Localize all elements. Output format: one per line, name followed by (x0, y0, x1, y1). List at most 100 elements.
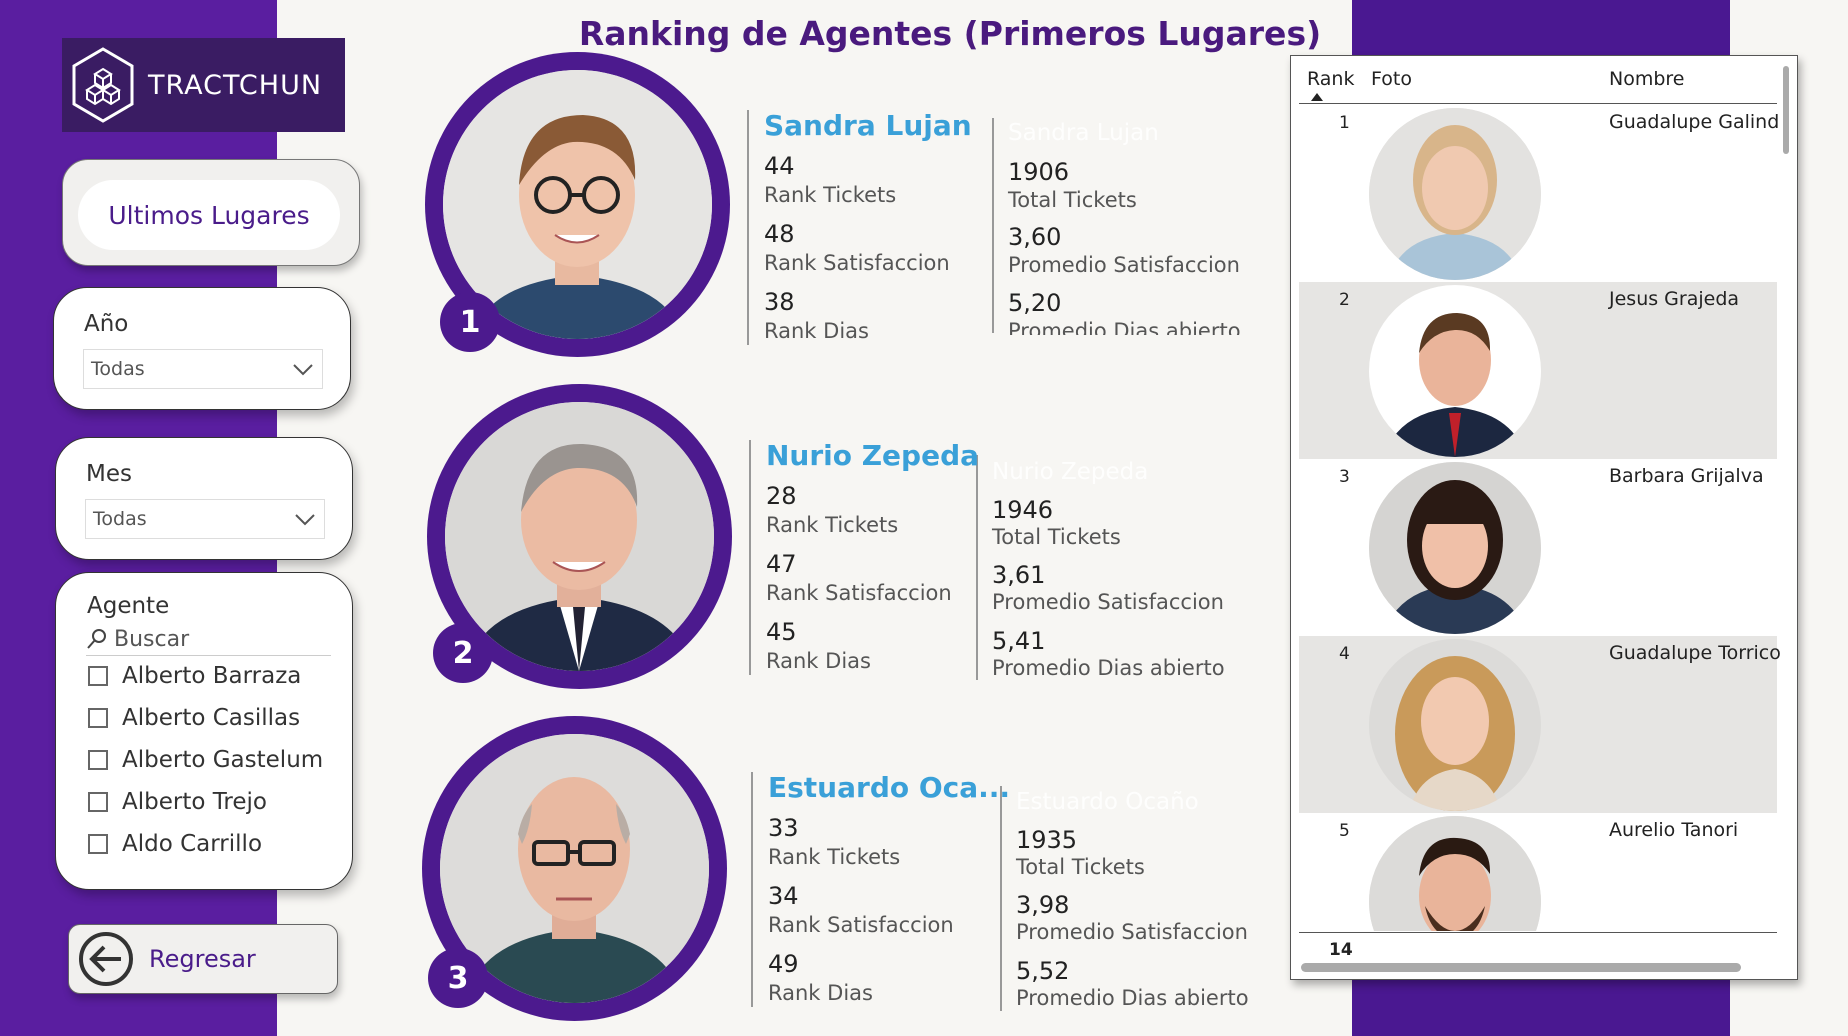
total-tickets-label: Total Tickets (1008, 188, 1137, 212)
agente-search[interactable]: Buscar (86, 625, 331, 656)
rank-dias-label: Rank Dias (768, 981, 873, 1005)
rank-dias-value: 49 (768, 950, 799, 978)
promedio-dias-label: Promedio Dias abierto (1008, 319, 1241, 335)
chevron-down-icon (295, 514, 315, 526)
column-header-rank[interactable]: Rank (1307, 68, 1355, 90)
rank-satisfaccion-value: 34 (768, 882, 799, 910)
table-row[interactable]: 2 Jesus Grajeda (1299, 282, 1777, 459)
row-photo (1369, 108, 1541, 280)
anio-dropdown-value: Todas (91, 358, 145, 380)
agent-name: Estuardo Oca... (768, 771, 1011, 804)
horizontal-scrollbar[interactable] (1301, 963, 1741, 972)
agente-option-label: Alberto Trejo (122, 789, 267, 815)
regresar-button[interactable]: Regresar (68, 924, 338, 994)
mes-dropdown-value: Todas (93, 508, 147, 530)
divider (751, 772, 753, 1007)
sort-ascending-icon (1311, 93, 1323, 101)
row-rank: 1 (1339, 113, 1350, 133)
ultimos-lugares-button[interactable]: Ultimos Lugares (78, 180, 340, 250)
person-icon (1369, 285, 1541, 457)
row-rank: 4 (1339, 644, 1350, 664)
agente-option-label: Alberto Gastelum (122, 747, 324, 773)
divider (976, 455, 978, 680)
vertical-scrollbar[interactable] (1783, 66, 1789, 154)
agente-option-label: Alberto Casillas (122, 705, 301, 731)
logo: TRACTCHUN (62, 38, 345, 132)
logo-text: TRACTCHUN (148, 69, 323, 101)
rank-dias-label: Rank Dias (764, 319, 869, 343)
row-nombre: Guadalupe Torrico (1609, 642, 1781, 664)
search-icon (87, 629, 106, 649)
promedio-dias-value: 5,20 (1008, 289, 1062, 317)
table-row[interactable]: 3 Barbara Grijalva (1299, 459, 1777, 636)
person-icon (440, 734, 709, 1003)
rank-satisfaccion-label: Rank Satisfaccion (764, 251, 950, 275)
divider (992, 118, 994, 333)
total-tickets-value: 1906 (1008, 158, 1070, 186)
header-divider (1299, 103, 1777, 104)
row-rank: 3 (1339, 467, 1350, 487)
divider (747, 110, 749, 345)
agent-name-ghost: Estuardo Ocaño (1016, 789, 1199, 815)
agent-name: Sandra Lujan (764, 109, 972, 142)
row-nombre: Jesus Grajeda (1609, 288, 1740, 310)
checkbox[interactable] (88, 708, 108, 728)
total-tickets-label: Total Tickets (992, 525, 1121, 549)
person-icon (443, 70, 712, 339)
agent-name-ghost: Sandra Lujan (1008, 120, 1159, 146)
ultimos-lugares-button-frame: Ultimos Lugares (62, 159, 360, 266)
rank-satisfaccion-label: Rank Satisfaccion (766, 581, 952, 605)
checkbox[interactable] (88, 750, 108, 770)
total-divider (1299, 932, 1777, 933)
person-icon (1369, 108, 1541, 280)
promedio-satisfaccion-value: 3,61 (992, 561, 1046, 589)
anio-slicer: Año Todas (53, 287, 351, 410)
cube-logo-icon (72, 47, 134, 123)
agente-option[interactable]: Alberto Casillas (88, 705, 300, 731)
person-icon (445, 402, 714, 671)
promedio-dias-value: 5,41 (992, 627, 1046, 655)
agente-option[interactable]: Aldo Carrillo (88, 831, 262, 857)
rank-satisfaccion-label: Rank Satisfaccion (768, 913, 954, 937)
rank-dias-label: Rank Dias (766, 649, 871, 673)
anio-dropdown[interactable]: Todas (83, 349, 323, 389)
promedio-satisfaccion-label: Promedio Satisfaccion (992, 590, 1224, 614)
checkbox[interactable] (88, 792, 108, 812)
rank-dias-value: 45 (766, 618, 797, 646)
table-row[interactable]: 1 Guadalupe Galind (1299, 105, 1779, 282)
rank-badge: 3 (428, 948, 488, 1008)
row-rank: 2 (1339, 290, 1350, 310)
chevron-down-icon (293, 364, 313, 376)
row-photo (1369, 639, 1541, 811)
rank-tickets-label: Rank Tickets (764, 183, 897, 207)
promedio-dias-label: Promedio Dias abierto (992, 656, 1225, 680)
back-arrow-icon (79, 932, 133, 986)
rank-tickets-label: Rank Tickets (766, 513, 899, 537)
rank-tickets-value: 33 (768, 814, 799, 842)
table-row[interactable]: 5 Aurelio Tanori (1299, 813, 1777, 931)
row-nombre: Aurelio Tanori (1609, 819, 1739, 841)
agent-photo (445, 402, 714, 671)
regresar-label: Regresar (149, 945, 256, 973)
column-header-nombre[interactable]: Nombre (1609, 68, 1685, 90)
rank-tickets-value: 28 (766, 482, 797, 510)
rank-satisfaccion-value: 47 (766, 550, 797, 578)
table-row[interactable]: 4 Guadalupe Torrico (1299, 636, 1781, 813)
divider (749, 440, 751, 675)
agente-option[interactable]: Alberto Trejo (88, 789, 267, 815)
column-header-foto[interactable]: Foto (1371, 68, 1412, 90)
mes-dropdown[interactable]: Todas (85, 499, 325, 539)
agent-photo (443, 70, 712, 339)
page-title: Ranking de Agentes (Primeros Lugares) (578, 14, 1322, 53)
agente-option[interactable]: Alberto Barraza (88, 663, 301, 689)
checkbox[interactable] (88, 666, 108, 686)
agente-option[interactable]: Alberto Gastelum (88, 747, 323, 773)
person-icon (1369, 639, 1541, 811)
total-tickets-label: Total Tickets (1016, 855, 1145, 879)
total-count: 14 (1329, 940, 1353, 960)
checkbox[interactable] (88, 834, 108, 854)
agent-photo (440, 734, 709, 1003)
rank-tickets-value: 44 (764, 152, 795, 180)
row-nombre: Barbara Grijalva (1609, 465, 1764, 487)
agente-option-label: Aldo Carrillo (122, 831, 263, 857)
